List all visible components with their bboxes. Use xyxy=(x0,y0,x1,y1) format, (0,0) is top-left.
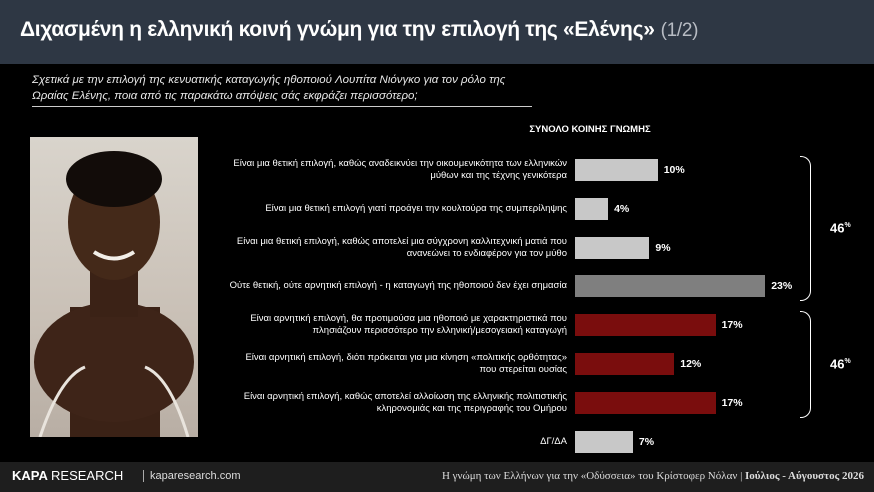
total-unit: % xyxy=(844,222,851,230)
note: Η γνώμη των Ελλήνων για την «Οδύσσεια» τ… xyxy=(441,470,743,482)
category-label: Ούτε θετική, ούτε αρνητική επιλογή - η κ… xyxy=(229,280,567,292)
category-label: Είναι μια θετική επιλογή γιατί προάγει τ… xyxy=(265,202,567,214)
category-label: Είναι αρνητική επιλογή, καθώς αποτελεί α… xyxy=(243,390,567,414)
bar xyxy=(575,353,675,375)
chart-title: ΣΥΝΟΛΟ ΚΟΙΝΗΣ ΓΝΩΜΗΣ xyxy=(529,124,651,135)
value-label: 17% xyxy=(721,396,743,409)
header-bar xyxy=(0,0,874,64)
question: Σχετικά με την επιλογή της κενυατικής κα… xyxy=(32,72,532,107)
value-label: 7% xyxy=(638,435,655,448)
value-label: 4% xyxy=(614,202,630,215)
brand: KAPA xyxy=(12,468,48,483)
total-unit: % xyxy=(844,358,851,366)
group-total: 46% xyxy=(830,357,851,372)
category-label: Είναι μια θετική επιλογή, καθώς αποτελεί… xyxy=(236,235,567,259)
title-text: Διχασμένη η ελληνική κοινή γνώμη για την… xyxy=(20,18,655,41)
category-label: Είναι μια θετική επιλογή, καθώς αναδεικν… xyxy=(233,158,567,181)
bar xyxy=(575,391,716,414)
bracket xyxy=(800,311,811,365)
bar xyxy=(575,430,633,453)
group-total: 46% xyxy=(830,221,851,236)
bracket xyxy=(800,364,811,418)
value-label: 10% xyxy=(663,164,685,176)
category-label: Είναι αρνητική επιλογή, θα προτιμούσα μι… xyxy=(250,313,567,337)
footer-bar xyxy=(0,462,874,492)
category-label: Είναι αρνητική επιλογή, διότι πρόκειται … xyxy=(245,352,567,375)
footer-note: Η γνώμη των Ελλήνων για την «Οδύσσεια» τ… xyxy=(442,470,864,482)
bar xyxy=(575,275,766,298)
bracket xyxy=(800,228,811,302)
bar xyxy=(575,159,658,181)
value-label: 12% xyxy=(680,358,702,370)
bar xyxy=(575,236,650,259)
total-value: 46 xyxy=(830,220,845,236)
value-label: 23% xyxy=(771,280,793,293)
bracket xyxy=(800,156,811,230)
category-label: ΔΓ/ΔΑ xyxy=(540,435,567,447)
bar xyxy=(575,197,609,220)
portrait xyxy=(34,151,194,437)
total-value: 46 xyxy=(830,356,845,372)
value-label: 17% xyxy=(721,319,743,332)
page-number: (1/2) xyxy=(660,20,699,41)
bar xyxy=(575,314,716,337)
title: Διχασμένη η ελληνική κοινή γνώμη για την… xyxy=(20,18,698,42)
website: kaparesearch.com xyxy=(143,470,241,482)
value-label: 9% xyxy=(655,241,671,254)
logo: KAPA RESEARCH xyxy=(12,468,123,483)
photo xyxy=(30,137,198,437)
date: Ιούλιος - Αύγουστος 2026 xyxy=(745,470,864,482)
brand-2: RESEARCH xyxy=(51,468,124,483)
